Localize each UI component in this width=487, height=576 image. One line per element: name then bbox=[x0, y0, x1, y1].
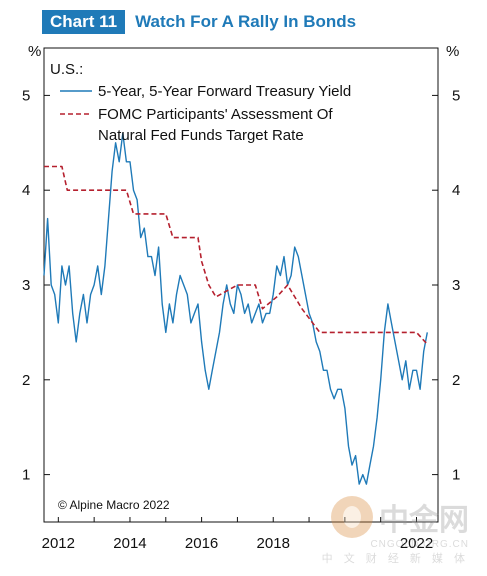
y-tick-label-left: 2 bbox=[22, 372, 30, 389]
x-tick-label: 2016 bbox=[185, 535, 218, 552]
watermark-brand: 中金网 bbox=[379, 504, 469, 537]
x-tick-label: 2022 bbox=[400, 535, 433, 552]
y-tick-label-right: 4 bbox=[452, 182, 460, 199]
y-tick-label-left: 4 bbox=[22, 182, 30, 199]
y-tick-label-left: 5 bbox=[22, 87, 30, 104]
chart-number-badge: Chart 11 bbox=[42, 10, 126, 34]
watermark: 中金网 CNGOLD.ORG.CN 中 文 财 经 新 媒 体 bbox=[322, 495, 469, 566]
y-unit-right: % bbox=[446, 43, 459, 60]
series-line-treasury-yield bbox=[43, 132, 428, 485]
watermark-domain: CNGOLD.ORG.CN bbox=[370, 539, 469, 550]
y-tick-label-right: 1 bbox=[452, 467, 460, 484]
legend-label-treasury-yield: 5-Year, 5-Year Forward Treasury Yield bbox=[98, 83, 351, 100]
x-tick-label: 2014 bbox=[113, 535, 146, 552]
copyright-annotation: © Alpine Macro 2022 bbox=[58, 498, 170, 512]
chart-title: Watch For A Rally In Bonds bbox=[135, 12, 357, 31]
y-tick-label-left: 3 bbox=[22, 277, 30, 294]
x-tick-label: 2012 bbox=[42, 535, 75, 552]
series-line-fomc-assessment bbox=[44, 165, 428, 345]
chart-header: Chart 11 Watch For A Rally In Bonds bbox=[42, 10, 356, 34]
legend-label-fomc-assessment: FOMC Participants' Assessment Of Natural … bbox=[98, 106, 333, 144]
watermark-tagline: 中 文 财 经 新 媒 体 bbox=[321, 553, 469, 565]
watermark-logo-icon bbox=[331, 496, 373, 538]
y-tick-label-right: 3 bbox=[452, 277, 460, 294]
y-unit-left: % bbox=[28, 43, 41, 60]
y-tick-label-left: 1 bbox=[22, 467, 30, 484]
y-tick-label-right: 5 bbox=[452, 87, 460, 104]
legend-region-label: U.S.: bbox=[50, 61, 83, 78]
x-tick-label: 2018 bbox=[257, 535, 290, 552]
y-tick-label-right: 2 bbox=[452, 372, 460, 389]
